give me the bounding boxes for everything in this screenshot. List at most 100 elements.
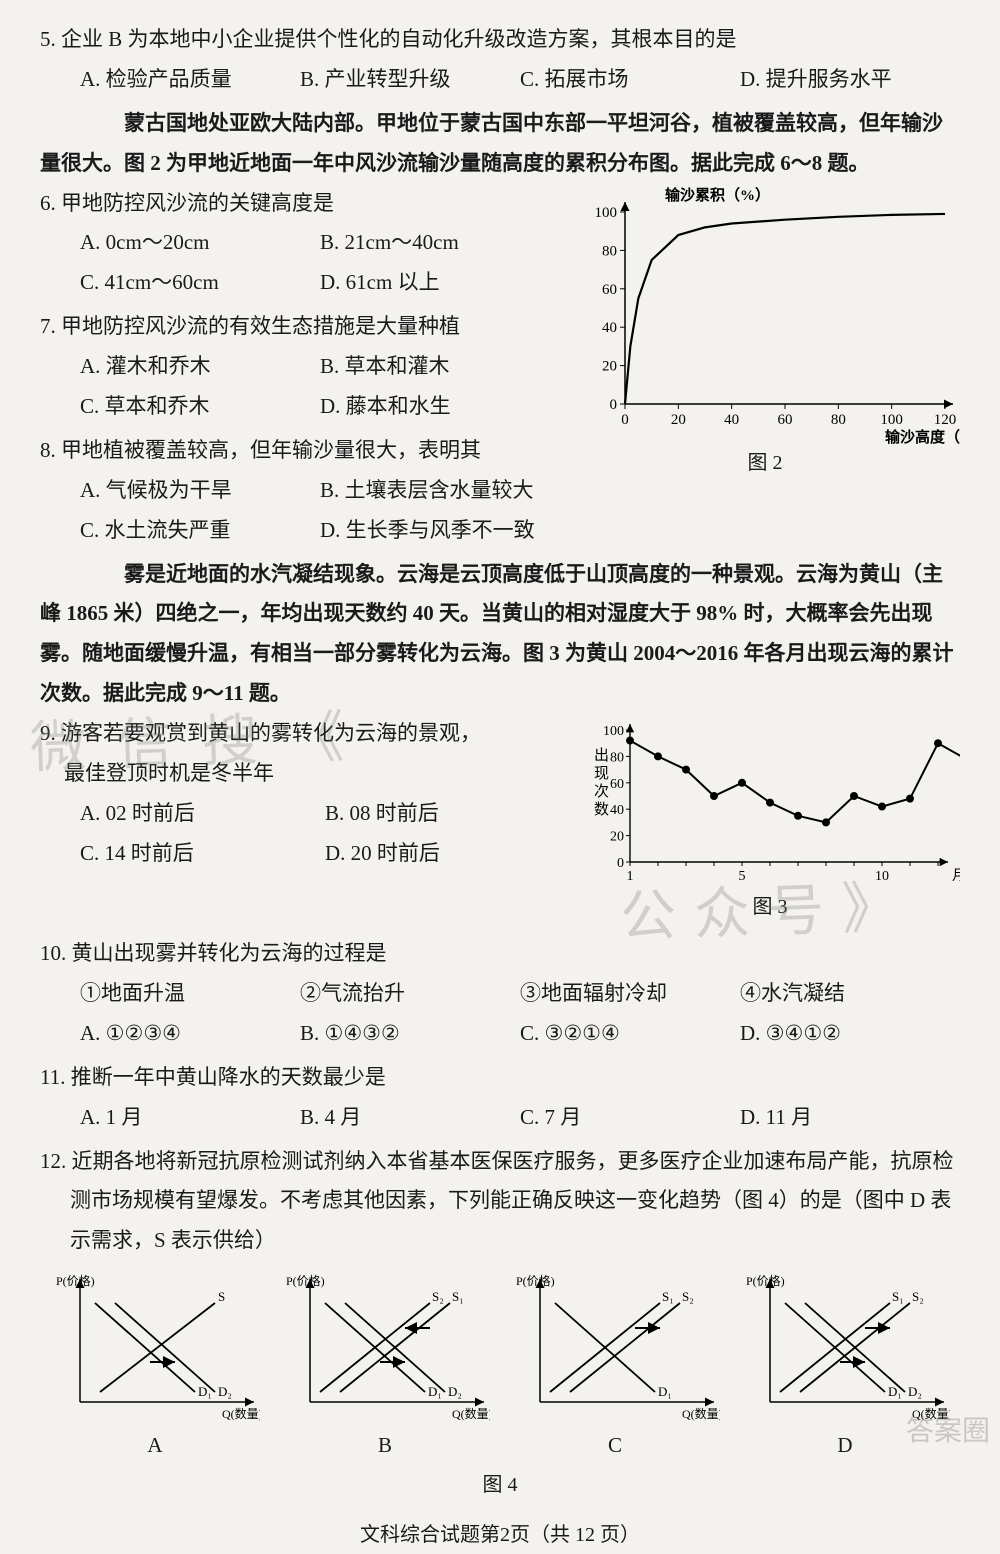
fig3-caption: 图 3	[580, 888, 960, 926]
svg-text:20: 20	[610, 830, 624, 845]
svg-text:Q(数量): Q(数量)	[452, 1406, 490, 1421]
page-footer: 文科综合试题第2页（共 12 页）	[40, 1516, 960, 1554]
svg-text:数: 数	[594, 801, 609, 818]
svg-text:10: 10	[875, 869, 889, 884]
q11-opt-b: B. 4 月	[300, 1098, 520, 1138]
svg-text:S₂: S₂	[912, 1289, 924, 1304]
q8-opt-d: D. 生长季与风季不一致	[320, 511, 560, 551]
q9-opt-c: C. 14 时前后	[80, 834, 325, 874]
svg-text:Q(数量): Q(数量)	[682, 1406, 720, 1421]
fig4-caption: 图 4	[40, 1466, 960, 1504]
svg-text:0: 0	[610, 397, 618, 413]
q10-opt-a: A. ①②③④	[80, 1014, 300, 1054]
q11-stem: 11. 推断一年中黄山降水的天数最少是	[40, 1058, 960, 1098]
svg-text:Q(数量): Q(数量)	[222, 1406, 260, 1421]
q10-opt-d: D. ③④①②	[740, 1014, 960, 1054]
svg-text:40: 40	[602, 320, 617, 336]
svg-text:100: 100	[880, 412, 903, 428]
fig2-chart: 020406080100120020406080100输沙累积（%）输沙高度（c…	[570, 184, 960, 444]
fig4-panel-a: P(价格)Q(数量)D₁D₂S A	[50, 1269, 260, 1466]
svg-text:80: 80	[610, 751, 624, 766]
q12-stem: 12. 近期各地将新冠抗原检测试剂纳入本省基本医保医疗服务，更多医疗企业加速布局…	[40, 1142, 960, 1262]
svg-text:0: 0	[617, 856, 624, 871]
q10-item-1: ①地面升温	[80, 974, 300, 1014]
q6-opt-c: C. 41cm～60cm	[80, 263, 320, 303]
q11-opt-a: A. 1 月	[80, 1098, 300, 1138]
figure-4-row: P(价格)Q(数量)D₁D₂S A P(价格)Q(数量)D₁D₂S₁S₂ B P…	[40, 1269, 960, 1466]
svg-text:S₁: S₁	[892, 1289, 904, 1304]
figure-2: 020406080100120020406080100输沙累积（%）输沙高度（c…	[570, 184, 960, 482]
q5-opt-c: C. 拓展市场	[520, 60, 740, 100]
q5-opt-d: D. 提升服务水平	[740, 60, 960, 100]
svg-text:60: 60	[610, 777, 624, 792]
svg-text:D₂: D₂	[218, 1384, 232, 1399]
svg-text:S₁: S₁	[452, 1289, 464, 1304]
svg-text:P(价格): P(价格)	[56, 1273, 95, 1288]
svg-text:100: 100	[603, 724, 624, 739]
svg-text:D₂: D₂	[448, 1384, 462, 1399]
fig3-chart: 0204060801001510月出现次数	[580, 718, 960, 888]
q10-item-2: ②气流抬升	[300, 974, 520, 1014]
svg-text:40: 40	[724, 412, 739, 428]
svg-text:80: 80	[602, 243, 617, 259]
q7-opt-c: C. 草本和乔木	[80, 387, 320, 427]
q10-opt-c: C. ③②①④	[520, 1014, 740, 1054]
q6-opt-a: A. 0cm～20cm	[80, 223, 320, 263]
q10-item-3: ③地面辐射冷却	[520, 974, 740, 1014]
svg-text:20: 20	[602, 358, 617, 374]
question-12: 12. 近期各地将新冠抗原检测试剂纳入本省基本医保医疗服务，更多医疗企业加速布局…	[40, 1142, 960, 1262]
svg-text:120: 120	[934, 412, 957, 428]
fig4-chart-a: P(价格)Q(数量)D₁D₂S	[50, 1269, 260, 1424]
q7-opt-d: D. 藤本和水生	[320, 387, 560, 427]
passage-1: 蒙古国地处亚欧大陆内部。甲地位于蒙古国中东部一平坦河谷，植被覆盖较高，但年输沙量…	[40, 104, 960, 184]
q6-opt-b: B. 21cm～40cm	[320, 223, 560, 263]
q7-opt-a: A. 灌木和乔木	[80, 347, 320, 387]
question-10: 10. 黄山出现雾并转化为云海的过程是 ①地面升温 ②气流抬升 ③地面辐射冷却 …	[40, 934, 960, 1054]
q10-item-4: ④水汽凝结	[740, 974, 960, 1014]
q9-opt-a: A. 02 时前后	[80, 794, 325, 834]
q10-opt-b: B. ①④③②	[300, 1014, 520, 1054]
fig4-label-b: B	[280, 1426, 490, 1466]
svg-text:次: 次	[594, 783, 609, 800]
q8-opt-c: C. 水土流失严重	[80, 511, 320, 551]
svg-text:现: 现	[594, 766, 609, 782]
q8-options: A. 气候极为干旱 B. 土壤表层含水量较大 C. 水土流失严重 D. 生长季与…	[40, 471, 560, 551]
svg-text:60: 60	[602, 281, 617, 297]
q11-opt-d: D. 11 月	[740, 1098, 960, 1138]
svg-text:D₂: D₂	[908, 1384, 922, 1399]
q8-opt-b: B. 土壤表层含水量较大	[320, 471, 560, 511]
q10-options: A. ①②③④ B. ①④③② C. ③②①④ D. ③④①②	[40, 1014, 960, 1054]
svg-text:80: 80	[831, 412, 846, 428]
fig4-chart-d: P(价格)Q(数量)D₁D₂S₁S₂	[740, 1269, 950, 1424]
figure-3: 0204060801001510月出现次数 图 3	[580, 718, 960, 926]
q9-opt-b: B. 08 时前后	[325, 794, 570, 834]
svg-text:S₂: S₂	[682, 1289, 694, 1304]
svg-text:1: 1	[627, 869, 634, 884]
q7-options: A. 灌木和乔木 B. 草本和灌木 C. 草本和乔木 D. 藤本和水生	[40, 347, 560, 427]
svg-text:月: 月	[952, 868, 960, 884]
svg-text:40: 40	[610, 803, 624, 818]
q9-opt-d: D. 20 时前后	[325, 834, 570, 874]
q7-opt-b: B. 草本和灌木	[320, 347, 560, 387]
q6-options: A. 0cm～20cm B. 21cm～40cm C. 41cm～60cm D.…	[40, 223, 560, 303]
q11-options: A. 1 月 B. 4 月 C. 7 月 D. 11 月	[40, 1098, 960, 1138]
q11-opt-c: C. 7 月	[520, 1098, 740, 1138]
q5-stem: 5. 企业 B 为本地中小企业提供个性化的自动化升级改造方案，其根本目的是	[40, 20, 960, 60]
question-5: 5. 企业 B 为本地中小企业提供个性化的自动化升级改造方案，其根本目的是 A.…	[40, 20, 960, 100]
svg-text:P(价格): P(价格)	[516, 1273, 555, 1288]
svg-text:P(价格): P(价格)	[286, 1273, 325, 1288]
passage-2: 雾是近地面的水汽凝结现象。云海是云顶高度低于山顶高度的一种景观。云海为黄山（主峰…	[40, 555, 960, 715]
fig4-chart-c: P(价格)Q(数量)D₁S₁S₂	[510, 1269, 720, 1424]
svg-text:P(价格): P(价格)	[746, 1273, 785, 1288]
corner-watermark: 答案圈	[906, 1405, 990, 1458]
svg-text:输沙累积（%）: 输沙累积（%）	[665, 186, 770, 204]
fig4-panel-b: P(价格)Q(数量)D₁D₂S₁S₂ B	[280, 1269, 490, 1466]
svg-text:D₁: D₁	[658, 1384, 672, 1399]
q5-options: A. 检验产品质量 B. 产业转型升级 C. 拓展市场 D. 提升服务水平	[40, 60, 960, 100]
svg-text:60: 60	[778, 412, 793, 428]
q6-opt-d: D. 61cm 以上	[320, 263, 560, 303]
fig2-caption: 图 2	[570, 444, 960, 482]
q9-options: A. 02 时前后 B. 08 时前后 C. 14 时前后 D. 20 时前后	[40, 794, 570, 874]
q10-stem: 10. 黄山出现雾并转化为云海的过程是	[40, 934, 960, 974]
svg-text:20: 20	[671, 412, 686, 428]
